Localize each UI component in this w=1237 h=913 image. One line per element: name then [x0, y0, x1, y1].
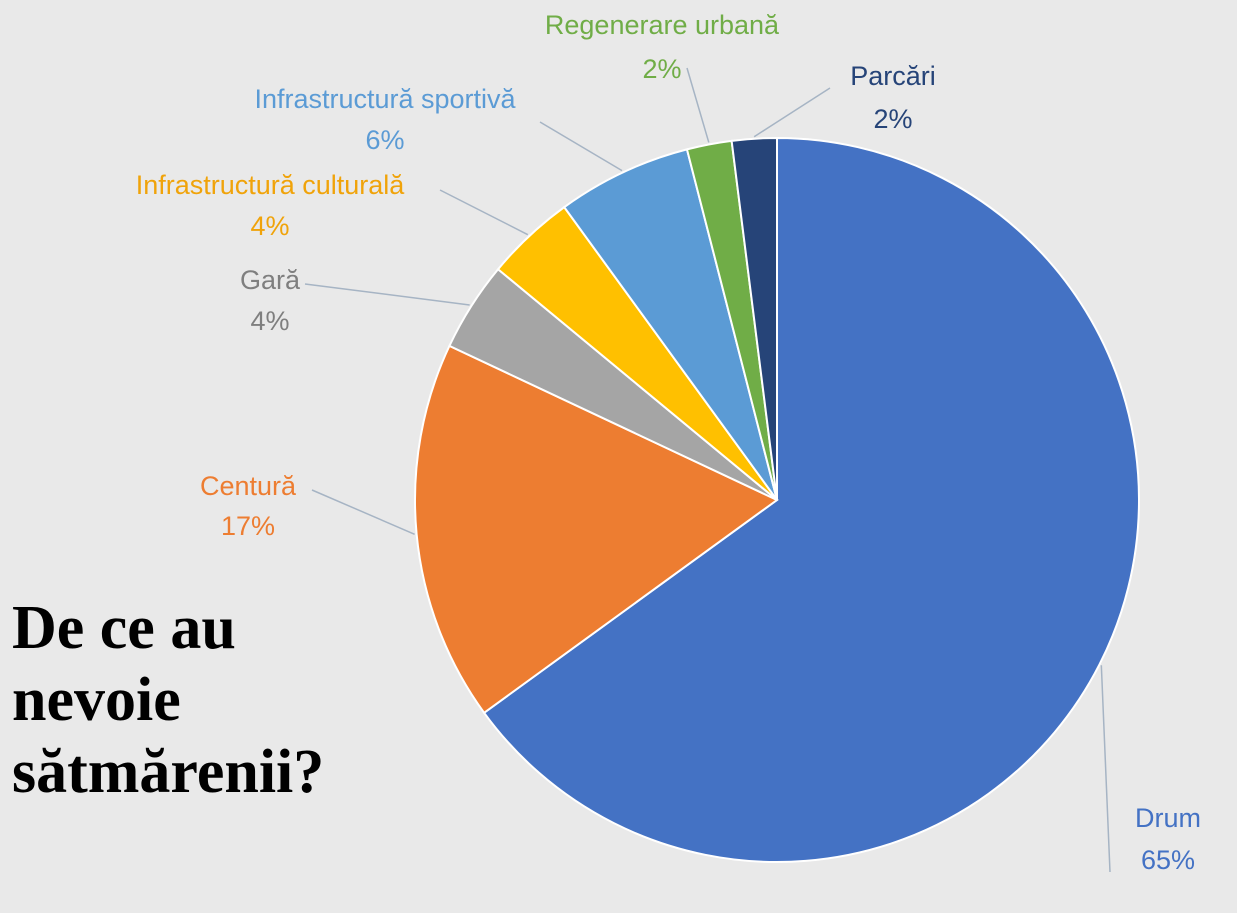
pie-slice: [482, 136, 1140, 863]
pie-slice: [730, 136, 778, 501]
slice-value-label: 2%: [873, 104, 912, 134]
chart-title: De ce au nevoie sătmărenii?: [12, 594, 325, 806]
pie-slice: [414, 344, 779, 715]
slice-value-label: 65%: [1141, 845, 1195, 875]
slice-label: Gară: [240, 265, 301, 295]
leader-line: [1100, 665, 1111, 873]
leader-line: [753, 87, 831, 138]
slice-value-label: 17%: [221, 511, 275, 541]
leader-line: [686, 67, 710, 143]
slice-label: Drum: [1135, 803, 1201, 833]
slice-value-label: 4%: [250, 306, 289, 336]
leader-line: [304, 283, 470, 306]
slice-label: Infrastructură sportivă: [254, 84, 516, 114]
slice-label: Regenerare urbană: [545, 10, 780, 40]
slice-label: Infrastructură culturală: [136, 170, 406, 200]
leader-line: [439, 189, 529, 236]
slice-value-label: 6%: [365, 125, 404, 155]
slice-value-label: 2%: [642, 54, 681, 84]
slice-label: Parcări: [850, 61, 936, 91]
pie-slice: [562, 148, 778, 501]
slice-value-label: 4%: [250, 211, 289, 241]
slice-label: Centură: [200, 471, 297, 501]
leader-line: [311, 489, 415, 535]
leader-line: [539, 121, 623, 172]
